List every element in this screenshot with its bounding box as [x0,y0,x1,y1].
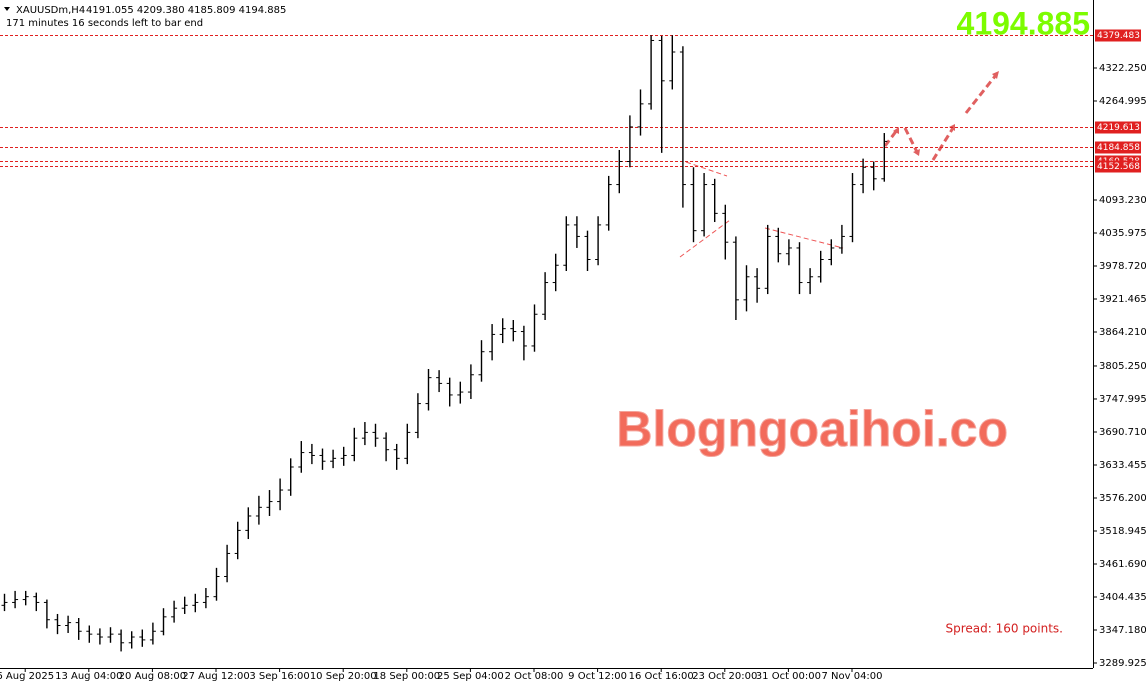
x-tick-label: 9 Oct 12:00 [568,671,627,682]
y-tick-label: 3864.210 [1099,327,1146,338]
x-tick-label: 25 Sep 04:00 [437,671,504,682]
timer: 171 minutes 16 seconds left to bar end [6,18,203,29]
y-tick-label: 3747.995 [1099,394,1146,405]
x-tick-label: 7 Nov 04:00 [821,671,882,682]
level-label-box [1095,121,1141,134]
y-tick-label: 3978.720 [1099,261,1146,272]
y-tick-label: 3805.250 [1099,361,1146,372]
watermark: Blogngoaihoi.co [616,401,1008,457]
y-tick-label: 3518.945 [1099,526,1146,537]
y-tick-label: 3690.710 [1099,427,1146,438]
y-tick-label: 4322.250 [1099,63,1146,74]
y-tick-label: 3347.180 [1099,625,1146,636]
level-label-box [1095,160,1141,173]
last-price: 4194.885 [957,5,1090,41]
level-label-box [1095,141,1141,154]
y-tick-label: 4264.995 [1099,96,1146,107]
y-tick-label: 4093.230 [1099,195,1146,206]
y-tick-label: 3461.690 [1099,559,1146,570]
x-tick-label: 16 Oct 16:00 [629,671,694,682]
x-tick-label: 6 Aug 2025 [0,671,54,682]
y-tick-label: 4035.975 [1099,228,1146,239]
pattern-lines [679,161,844,258]
symbol-menu-icon[interactable] [4,7,10,11]
x-tick-label: 13 Aug 04:00 [55,671,122,682]
ohlc-text: 4191.055 4209.380 4185.809 4194.885 [86,5,286,16]
y-tick-label: 3404.435 [1099,592,1146,603]
spread-text: Spread: 160 points. [945,622,1063,636]
level-label: 4184.858 [1097,143,1140,153]
x-tick-label: 27 Aug 12:00 [182,671,249,682]
x-tick-label: 31 Oct 00:00 [756,671,821,682]
level-label: 4219.613 [1097,123,1140,133]
x-tick-label: 23 Oct 20:00 [692,671,757,682]
symbol: XAUUSDm,H4 [16,5,85,16]
x-tick-label: 3 Sep 16:00 [249,671,309,682]
level-label: 4379.483 [1097,31,1140,41]
x-tick-label: 10 Sep 20:00 [310,671,377,682]
y-tick-label: 3576.200 [1099,493,1146,504]
x-tick-label: 2 Oct 08:00 [505,671,564,682]
level-label-box [1095,29,1141,42]
x-tick-label: 20 Aug 08:00 [119,671,186,682]
level-label: 4152.568 [1097,162,1140,172]
y-tick-label: 3289.925 [1099,658,1146,669]
y-tick-label: 3921.465 [1099,294,1146,305]
y-tick-label: 3633.455 [1099,460,1146,471]
x-tick-label: 18 Sep 00:00 [373,671,440,682]
